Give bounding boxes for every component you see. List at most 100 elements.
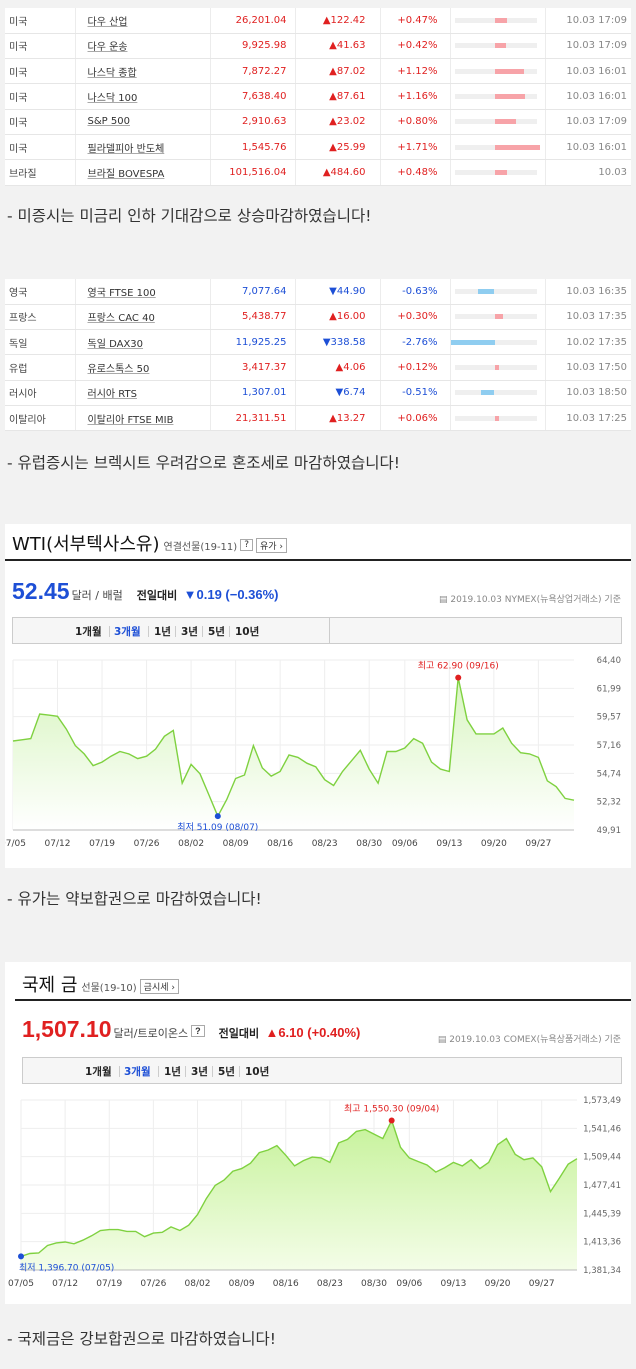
change-bar-track bbox=[454, 365, 537, 371]
y-tick-label: 1,445,39 bbox=[583, 1209, 621, 1219]
change-bar-cell bbox=[449, 279, 545, 305]
index-value-cell: 2,910.63 bbox=[209, 109, 295, 135]
tab-1year[interactable]: 1년 bbox=[164, 1066, 181, 1078]
index-name-cell: 나스닥 종합 bbox=[74, 58, 210, 85]
index-name-link[interactable]: 나스닥 100 bbox=[87, 93, 138, 105]
index-name-cell: 브라질 BOVESPA bbox=[74, 159, 210, 186]
index-value-cell: 1,545.76 bbox=[209, 134, 295, 161]
index-name-link[interactable]: 다우 운송 bbox=[87, 42, 128, 54]
index-percent-cell: +0.47% bbox=[379, 8, 450, 34]
wti-subtitle: 연결선물(19-11) bbox=[163, 542, 238, 553]
index-name-link[interactable]: 유로스톡스 50 bbox=[87, 364, 150, 376]
index-name-cell: 프랑스 CAC 40 bbox=[74, 304, 210, 331]
change-bar-fill bbox=[494, 68, 525, 74]
wti-help-button[interactable]: ? bbox=[240, 539, 253, 551]
index-name-link[interactable]: 독일 DAX30 bbox=[87, 338, 144, 350]
index-row: 미국 나스닥 종합 7,872.27 ▲87.02 +1.12% 10.03 16:01 bbox=[5, 58, 631, 85]
country-cell: 미국 bbox=[5, 134, 75, 161]
country-cell: 미국 bbox=[5, 8, 75, 34]
index-name-link[interactable]: 이탈리아 FTSE MIB bbox=[87, 414, 174, 426]
index-percent-cell: +0.80% bbox=[379, 109, 450, 135]
gold-price-link[interactable]: 금시세 › bbox=[139, 978, 179, 994]
tab-3month[interactable]: 3개월 bbox=[124, 1066, 151, 1078]
country-cell: 미국 bbox=[5, 83, 75, 110]
wti-chart-panel: WTI(서부텍사스유) 연결선물(19-11)? 유가 › 52.45 달러 / 배럴… bbox=[5, 524, 631, 868]
x-tick-label: 08/30 bbox=[361, 1279, 387, 1289]
gold-price-row: 1,507.10 달러/트로이온스? 전일대비 ▲6.10 (+0.40%) bbox=[22, 1016, 360, 1043]
index-name-cell: 다우 산업 bbox=[74, 8, 210, 34]
change-bar-track bbox=[454, 314, 537, 320]
tab-5year[interactable]: 5년 bbox=[208, 626, 225, 638]
change-bar-cell bbox=[449, 58, 545, 85]
change-bar-track bbox=[454, 68, 537, 74]
tab-3year[interactable]: 3년 bbox=[181, 626, 198, 638]
gold-help-button[interactable]: ? bbox=[191, 1024, 205, 1037]
index-name-link[interactable]: 나스닥 종합 bbox=[87, 67, 137, 79]
high-marker bbox=[455, 674, 462, 681]
y-tick-label: 1,381,34 bbox=[583, 1266, 621, 1276]
oil-price-link[interactable]: 유가 › bbox=[255, 537, 287, 553]
index-change-cell: ▲87.61 bbox=[294, 83, 380, 110]
change-bar-fill bbox=[494, 43, 506, 49]
index-name-link[interactable]: 러시아 RTS bbox=[87, 389, 137, 401]
country-cell: 미국 bbox=[5, 109, 75, 135]
index-name-link[interactable]: 필라델피아 반도체 bbox=[87, 143, 165, 155]
index-name-cell: 유로스톡스 50 bbox=[74, 354, 210, 381]
index-row: 미국 다우 운송 9,925.98 ▲41.63 +0.42% 10.03 17:09 bbox=[5, 33, 631, 60]
index-name-cell: S&P 500 bbox=[74, 109, 210, 135]
update-time-cell: 10.03 16:35 bbox=[544, 279, 631, 305]
index-percent-cell: -2.76% bbox=[379, 329, 450, 356]
change-bar-track bbox=[454, 144, 541, 150]
tab-divider bbox=[229, 626, 230, 637]
index-name-link[interactable]: 다우 산업 bbox=[87, 16, 128, 28]
tab-1month[interactable]: 1개월 bbox=[75, 626, 102, 638]
index-name-cell: 필라델피아 반도체 bbox=[74, 134, 210, 161]
x-tick-label: 07/26 bbox=[134, 839, 160, 849]
index-value-cell: 7,872.27 bbox=[209, 58, 295, 85]
tab-3year[interactable]: 3년 bbox=[191, 1066, 208, 1078]
update-time-cell: 10.03 17:50 bbox=[544, 354, 631, 381]
index-change-cell: ▲87.02 bbox=[294, 58, 380, 85]
index-name-cell: 독일 DAX30 bbox=[74, 329, 210, 356]
price-area bbox=[21, 1120, 577, 1270]
y-tick-label: 49,91 bbox=[597, 826, 621, 836]
change-bar-cell bbox=[449, 405, 545, 432]
index-row: 이탈리아 이탈리아 FTSE MIB 21,311.51 ▲13.27 +0.06% 10… bbox=[5, 405, 631, 432]
x-tick-label: 09/27 bbox=[529, 1279, 555, 1289]
index-name-link[interactable]: 프랑스 CAC 40 bbox=[87, 313, 155, 325]
tab-1month[interactable]: 1개월 bbox=[85, 1066, 112, 1078]
index-name-link[interactable]: 영국 FTSE 100 bbox=[87, 287, 156, 299]
y-tick-label: 1,413,36 bbox=[583, 1238, 621, 1248]
index-change-cell: ▲23.02 bbox=[294, 109, 380, 135]
x-tick-label: 09/20 bbox=[485, 1279, 511, 1289]
country-cell: 유럽 bbox=[5, 354, 75, 381]
tab-divider bbox=[185, 1066, 186, 1077]
index-name-link[interactable]: 브라질 BOVESPA bbox=[87, 168, 165, 180]
update-time-cell: 10.02 17:35 bbox=[544, 329, 631, 356]
change-bar-track bbox=[454, 119, 537, 125]
tab-1year[interactable]: 1년 bbox=[154, 626, 171, 638]
y-tick-label: 1,477,41 bbox=[583, 1181, 621, 1191]
change-bar-track bbox=[454, 288, 537, 294]
us-market-table: 미국 다우 산업 26,201.04 ▲122.42 +0.47% 10.03 17:09… bbox=[5, 8, 631, 186]
low-label: 최저 1,396.70 (07/05) bbox=[19, 1262, 114, 1273]
index-percent-cell: +1.16% bbox=[379, 83, 450, 110]
gold-title-row: 국제 금 선물(19-10) 금시세 › bbox=[22, 971, 179, 997]
tab-divider bbox=[158, 1066, 159, 1077]
tab-10year[interactable]: 10년 bbox=[245, 1066, 270, 1078]
tab-5year[interactable]: 5년 bbox=[218, 1066, 235, 1078]
y-tick-label: 54,74 bbox=[597, 769, 621, 779]
change-bar-cell bbox=[449, 380, 545, 406]
change-bar-fill bbox=[494, 94, 526, 100]
change-bar-cell bbox=[449, 33, 545, 60]
price-line bbox=[20, 1118, 578, 1258]
tab-10year[interactable]: 10년 bbox=[235, 626, 260, 638]
x-tick-label: 08/23 bbox=[312, 839, 338, 849]
index-name-link[interactable]: S&P 500 bbox=[87, 116, 130, 128]
country-cell: 러시아 bbox=[5, 380, 75, 406]
tab-3month[interactable]: 3개월 bbox=[114, 626, 141, 638]
wti-period-tabs: 1개월 3개월 1년 3년 5년 10년 bbox=[12, 617, 622, 644]
index-percent-cell: -0.63% bbox=[379, 279, 450, 305]
gold-chart-panel: 국제 금 선물(19-10) 금시세 › 1,507.10 달러/트로이온스? 전일대비… bbox=[5, 962, 631, 1304]
wti-title-row: WTI(서부텍사스유) 연결선물(19-11)? 유가 › bbox=[12, 530, 287, 556]
